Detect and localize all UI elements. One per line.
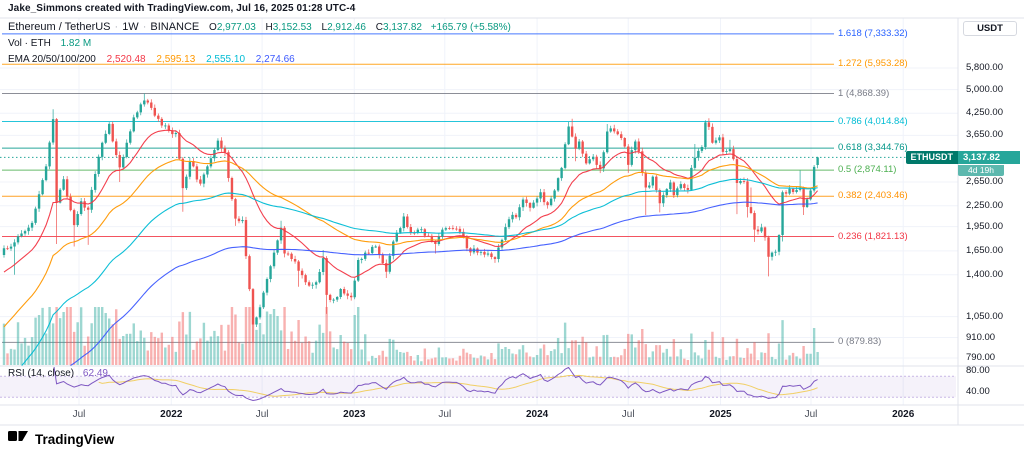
open-label: O: [209, 22, 217, 33]
legend-separator: ·: [142, 21, 147, 33]
fib-level-label[interactable]: 1 (4,868.39): [838, 87, 890, 99]
ema200-value: 2,274.66: [255, 54, 295, 65]
price-axis-tick: 5,800.00: [966, 62, 1003, 73]
brand-name: TradingView: [35, 431, 115, 447]
volume-value: 1.82 M: [60, 38, 92, 49]
fib-level-label[interactable]: 0.236 (1,821.13): [838, 230, 908, 242]
price-axis-tick: 1,400.00: [966, 268, 1003, 280]
high-value: 3,152.53: [272, 22, 312, 33]
price-axis-tick: 5,000.00: [966, 83, 1003, 95]
rsi-axis-tick: 40.00: [966, 386, 990, 397]
fib-level-label[interactable]: 0 (879.83): [838, 336, 882, 348]
footer-brand[interactable]: TradingView: [8, 429, 114, 449]
price-axis-tick: 1,950.00: [966, 220, 1003, 232]
time-axis-tick: 2026: [892, 409, 915, 420]
current-price-badge[interactable]: 3,137.82: [958, 151, 1020, 164]
time-axis-tick: 2025: [709, 409, 732, 420]
fib-level-label[interactable]: 1.618 (7,333.32): [838, 27, 908, 39]
price-axis-tick: 4,250.00: [966, 107, 1003, 119]
rsi-value: 62.49: [82, 368, 108, 379]
time-axis-tick: Jul: [804, 409, 818, 420]
time-axis-tick: Jul: [255, 409, 269, 420]
tradingview-logo-icon: [8, 429, 29, 449]
close-label: C: [375, 22, 384, 33]
attribution-text: Jake_Simmons created with TradingView.co…: [8, 3, 356, 14]
legend-separator: ·: [114, 21, 119, 33]
time-axis-tick: Jul: [438, 409, 452, 420]
symbol-info-row: Ethereum / TetherUS · 1W · BINANCE O2,977.03…: [8, 21, 511, 33]
low-label: L: [321, 22, 328, 33]
price-axis-tick: 2,250.00: [966, 199, 1003, 211]
fib-level-label[interactable]: 0.5 (2,874.11): [838, 164, 897, 176]
price-axis-tick: 910.00: [966, 331, 996, 343]
fib-level-label[interactable]: 0.786 (4,014.84): [838, 115, 908, 127]
price-axis-tick: 3,650.00: [966, 129, 1003, 141]
ema100-value: 2,555.10: [206, 54, 246, 65]
low-value: 2,912.46: [327, 22, 366, 33]
time-axis-tick: Jul: [72, 409, 86, 420]
symbol-exchange[interactable]: BINANCE: [150, 21, 200, 33]
ema-legend-row: EMA 20/50/100/200 2,520.48 2,595.13 2,55…: [8, 54, 295, 65]
time-axis-tick: 2022: [160, 409, 183, 420]
time-axis-tick: 2024: [525, 409, 549, 420]
bar-countdown-badge: 4d 19h: [958, 165, 1004, 176]
ema20-value: 2,520.48: [106, 54, 146, 65]
high-label: H: [265, 22, 273, 33]
time-axis-tick: Jul: [621, 409, 635, 420]
symbol-title[interactable]: Ethereum / TetherUS: [8, 21, 111, 33]
rsi-legend-row: RSI (14, close) 62.49: [8, 368, 108, 379]
close-value: 3,137.82: [383, 22, 422, 33]
open-value: 2,977.03: [216, 22, 256, 33]
current-symbol-badge[interactable]: ETHUSDT: [905, 151, 958, 164]
price-axis-tick: 2,650.00: [966, 176, 1003, 187]
price-axis-currency[interactable]: USDT: [963, 21, 1017, 36]
price-axis-tick: 790.00: [966, 352, 996, 363]
fib-level-label[interactable]: 1.272 (5,953.28): [838, 58, 908, 70]
fib-level-label[interactable]: 0.618 (3,344.76): [838, 142, 908, 154]
volume-legend-row: Vol · ETH 1.82 M: [8, 38, 91, 49]
price-axis-tick: 1,050.00: [966, 310, 1003, 322]
volume-label[interactable]: Vol · ETH: [8, 38, 51, 49]
ema-label[interactable]: EMA 20/50/100/200: [8, 54, 96, 65]
change-value: +165.79 (+5.58%): [430, 22, 511, 33]
time-axis-tick: 2023: [343, 409, 366, 420]
price-axis-tick: 1,650.00: [966, 244, 1003, 256]
rsi-axis-tick: 80.00: [966, 365, 990, 376]
symbol-interval[interactable]: 1W: [122, 21, 139, 33]
rsi-label[interactable]: RSI (14, close): [8, 368, 75, 379]
ema50-value: 2,595.13: [156, 54, 196, 65]
fib-level-label[interactable]: 0.382 (2,403.46): [838, 190, 908, 202]
